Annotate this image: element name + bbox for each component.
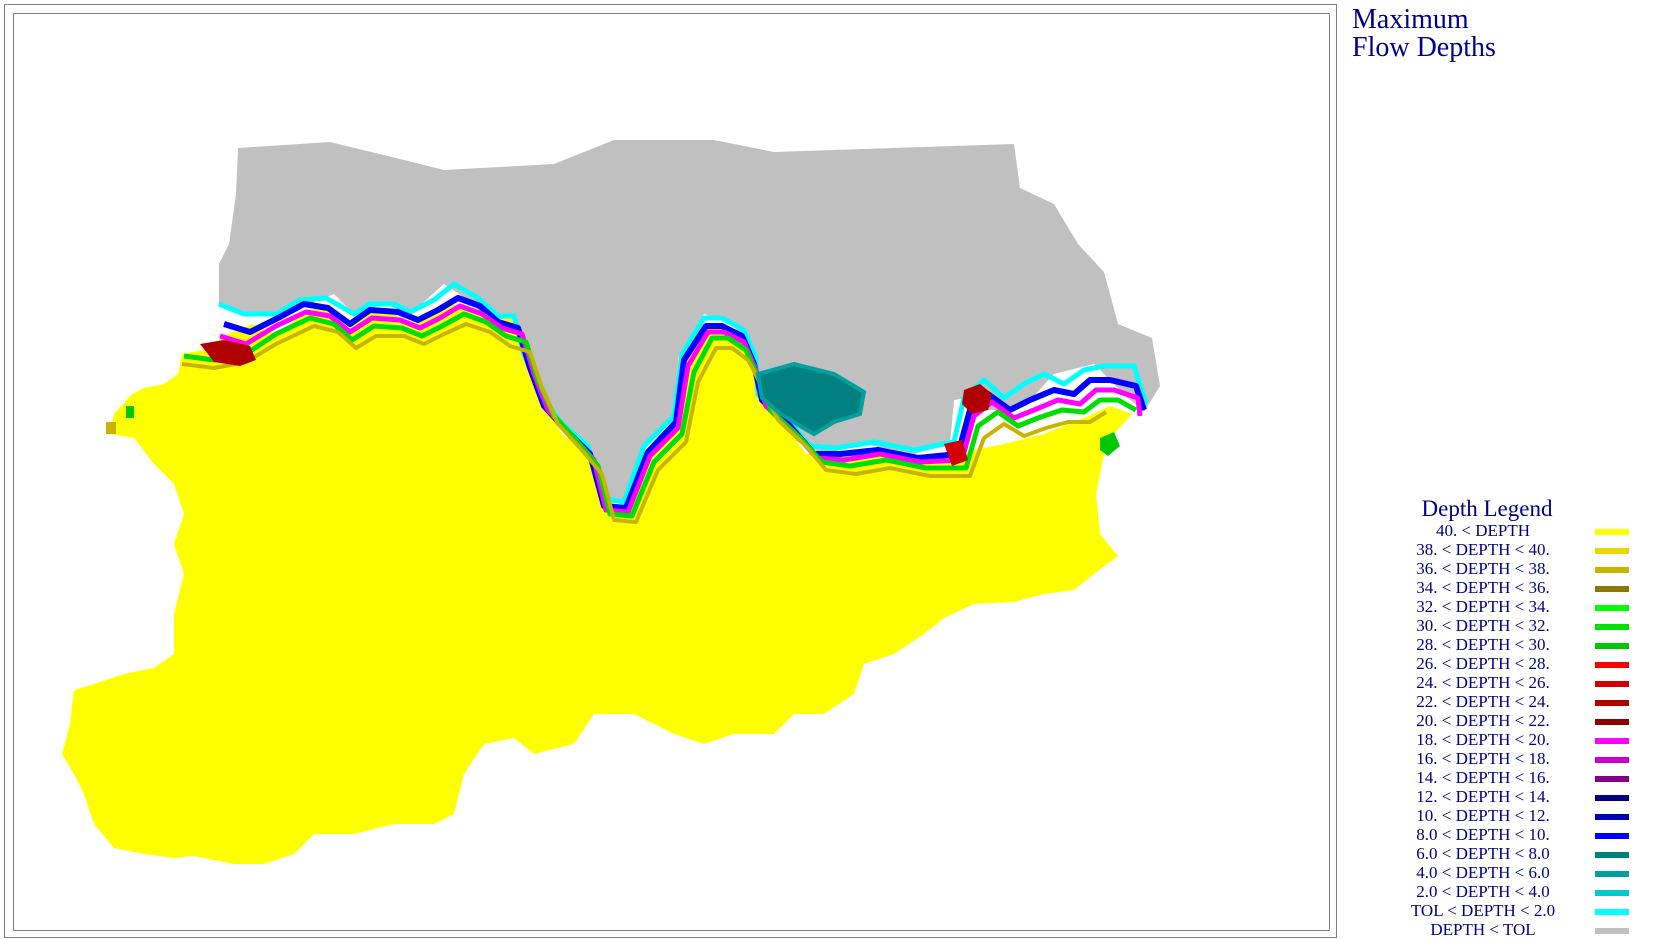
legend-item: 16. < DEPTH < 18. [1378,749,1663,768]
legend-item: 10. < DEPTH < 12. [1378,806,1663,825]
legend-item-label: 32. < DEPTH < 34. [1378,597,1588,616]
legend-item-swatch [1595,681,1629,687]
legend-item: 26. < DEPTH < 28. [1378,654,1663,673]
patch-west-2 [126,406,134,418]
legend-item-label: 34. < DEPTH < 36. [1378,578,1588,597]
depth-legend: Depth Legend 40. < DEPTH 38. < DEPTH < 40… [1378,497,1663,939]
legend-item-swatch [1595,738,1629,744]
legend-item: 2.0 < DEPTH < 4.0 [1378,882,1663,901]
title-line-1: Maximum [1352,6,1496,34]
legend-item: 4.0 < DEPTH < 6.0 [1378,863,1663,882]
legend-item-label: 24. < DEPTH < 26. [1378,673,1588,692]
legend-item: 28. < DEPTH < 30. [1378,635,1663,654]
legend-item-label: 26. < DEPTH < 28. [1378,654,1588,673]
legend-item-swatch [1595,719,1629,725]
legend-item-label: 38. < DEPTH < 40. [1378,540,1588,559]
legend-item: 20. < DEPTH < 22. [1378,711,1663,730]
legend-item-swatch [1595,605,1629,611]
depth-map [14,14,1329,930]
legend-item-label: 18. < DEPTH < 20. [1378,730,1588,749]
legend-item-swatch [1595,814,1629,820]
legend-item-swatch [1595,624,1629,630]
legend-item-swatch [1595,586,1629,592]
legend-item-label: 4.0 < DEPTH < 6.0 [1378,863,1588,882]
legend-item-label: TOL < DEPTH < 2.0 [1378,901,1588,920]
legend-item-swatch [1595,909,1629,915]
legend-item-swatch [1595,643,1629,649]
legend-item: 30. < DEPTH < 32. [1378,616,1663,635]
legend-item-label: 12. < DEPTH < 14. [1378,787,1588,806]
legend-item-label: 30. < DEPTH < 32. [1378,616,1588,635]
legend-item-label: 40. < DEPTH [1378,521,1588,540]
legend-item-swatch [1595,795,1629,801]
legend-item-label: 8.0 < DEPTH < 10. [1378,825,1588,844]
legend-item-label: 6.0 < DEPTH < 8.0 [1378,844,1588,863]
legend-item-swatch [1595,928,1629,934]
legend-item: 24. < DEPTH < 26. [1378,673,1663,692]
legend-item: 6.0 < DEPTH < 8.0 [1378,844,1663,863]
legend-item-swatch [1595,548,1629,554]
legend-item: 36. < DEPTH < 38. [1378,559,1663,578]
legend-item-swatch [1595,700,1629,706]
legend-item-label: 22. < DEPTH < 24. [1378,692,1588,711]
legend-item-swatch [1595,529,1629,535]
legend-item: 22. < DEPTH < 24. [1378,692,1663,711]
legend-list: 40. < DEPTH 38. < DEPTH < 40. 36. < DEPTH … [1378,521,1663,939]
map-area [13,13,1330,931]
legend-item-swatch [1595,776,1629,782]
legend-title: Depth Legend [1382,497,1592,521]
legend-item-label: 10. < DEPTH < 12. [1378,806,1588,825]
legend-item: 12. < DEPTH < 14. [1378,787,1663,806]
legend-item: 40. < DEPTH [1378,521,1663,540]
legend-item-label: 36. < DEPTH < 38. [1378,559,1588,578]
map-title: Maximum Flow Depths [1352,6,1496,62]
legend-item: 14. < DEPTH < 16. [1378,768,1663,787]
legend-item-label: 16. < DEPTH < 18. [1378,749,1588,768]
legend-item-swatch [1595,852,1629,858]
legend-item-label: 28. < DEPTH < 30. [1378,635,1588,654]
legend-item: 34. < DEPTH < 36. [1378,578,1663,597]
legend-item: 32. < DEPTH < 34. [1378,597,1663,616]
legend-item-label: 20. < DEPTH < 22. [1378,711,1588,730]
title-line-2: Flow Depths [1352,34,1496,62]
legend-item: 8.0 < DEPTH < 10. [1378,825,1663,844]
legend-item: 18. < DEPTH < 20. [1378,730,1663,749]
legend-item-label: 2.0 < DEPTH < 4.0 [1378,882,1588,901]
legend-item-swatch [1595,662,1629,668]
legend-item-label: DEPTH < TOL [1378,920,1588,939]
legend-item-swatch [1595,871,1629,877]
legend-item-swatch [1595,890,1629,896]
legend-item-swatch [1595,567,1629,573]
legend-item-swatch [1595,757,1629,763]
map-frame [4,4,1337,938]
legend-item: 38. < DEPTH < 40. [1378,540,1663,559]
legend-item: DEPTH < TOL [1378,920,1663,939]
patch-west [106,422,116,434]
legend-item-swatch [1595,833,1629,839]
legend-item: TOL < DEPTH < 2.0 [1378,901,1663,920]
legend-item-label: 14. < DEPTH < 16. [1378,768,1588,787]
